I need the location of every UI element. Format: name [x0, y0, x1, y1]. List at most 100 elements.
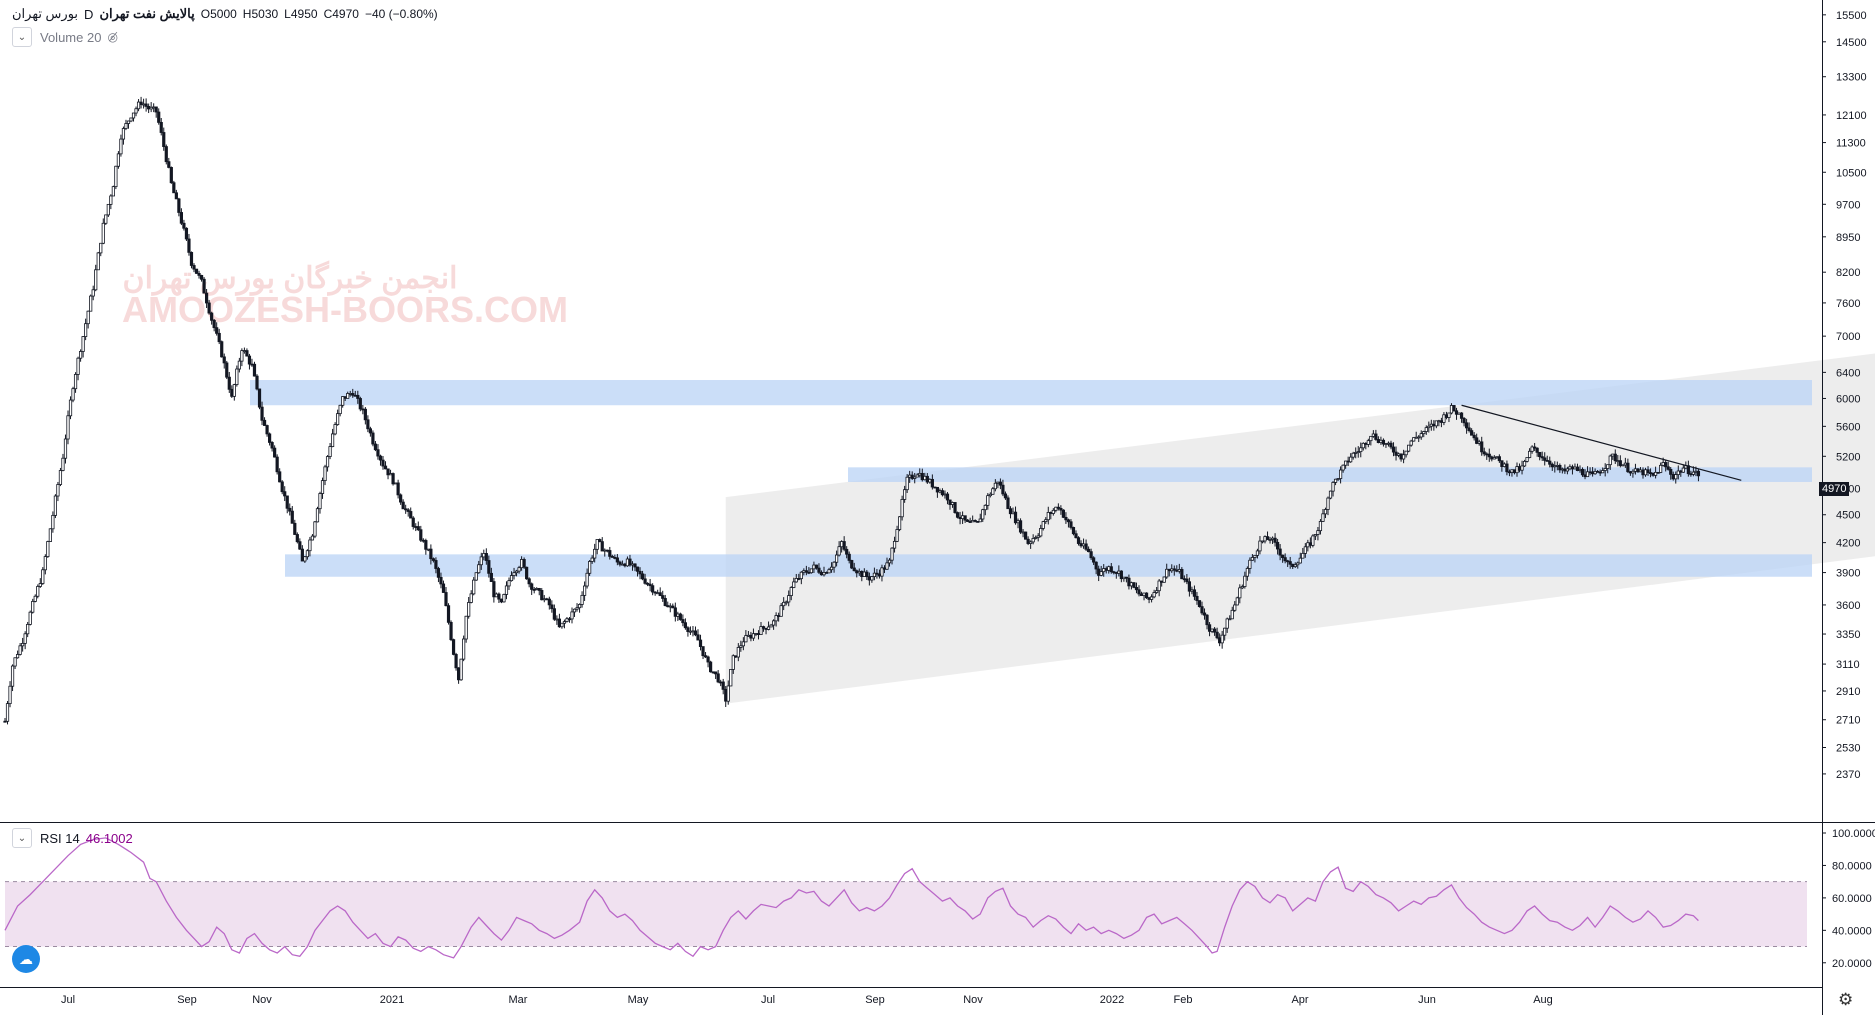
x-tick-label: Mar [509, 994, 528, 1006]
candle-body [237, 360, 241, 370]
candle-body [1694, 470, 1698, 473]
candle-body [419, 529, 423, 541]
candle-body [837, 546, 841, 556]
trendline[interactable] [1461, 404, 1742, 481]
candle-body [983, 504, 987, 511]
candle-body [1371, 433, 1375, 437]
candle-body [184, 227, 189, 240]
candle-body [467, 602, 471, 617]
candle-body [766, 626, 771, 630]
candle-body [1583, 474, 1587, 478]
candle-body [1661, 462, 1665, 466]
candle-body [454, 654, 458, 669]
y-tick-label: 8200 [1836, 267, 1860, 279]
candle-body [1437, 420, 1441, 423]
candle-body [336, 413, 340, 425]
candle-body [885, 562, 889, 570]
candle-body [1442, 414, 1446, 423]
high-label: H [242, 7, 252, 21]
y-tick-label: 12100 [1836, 110, 1867, 122]
candle-body [225, 362, 229, 378]
y-tick-label: 3600 [1836, 600, 1860, 612]
candle-body [288, 507, 292, 512]
candle-body [308, 539, 312, 552]
candle-body [1276, 541, 1280, 550]
candle-body [1079, 543, 1083, 547]
candle-body [1323, 509, 1328, 515]
candle-body [908, 474, 912, 478]
candle-body [1137, 589, 1141, 595]
candle-body [1631, 470, 1635, 474]
rsi-tick-label: 100.0000 [1832, 828, 1875, 840]
candle-body [1253, 554, 1257, 558]
candle-body [207, 302, 211, 314]
x-tick-label: Nov [252, 994, 272, 1006]
candle-body [79, 351, 83, 359]
candle-body [872, 572, 877, 578]
candle-body [953, 502, 957, 513]
candle-body [653, 591, 657, 594]
candle-body [1570, 466, 1575, 470]
candle-body [1502, 463, 1506, 467]
candle-body [809, 568, 814, 574]
candle-body [1003, 493, 1008, 499]
candle-body [814, 564, 819, 569]
candle-body [1628, 471, 1632, 474]
candle-body [197, 273, 201, 276]
collapse-volume-button[interactable]: ⌄ [12, 27, 32, 47]
candle-body [1107, 566, 1111, 571]
candle-body [1225, 618, 1229, 629]
candle-body [202, 278, 206, 294]
candle-body [724, 688, 728, 702]
eye-hidden-icon[interactable]: ◎̸ [107, 30, 118, 44]
candle-body [33, 595, 37, 602]
candle-body [1356, 451, 1360, 454]
gear-icon[interactable]: ⚙ [1838, 990, 1854, 1009]
candle-body [5, 703, 10, 722]
candle-body [905, 476, 909, 491]
candle-body [58, 470, 63, 485]
candle-body [53, 495, 58, 516]
candle-body [152, 106, 156, 109]
candle-body [194, 268, 199, 274]
candle-body [366, 419, 370, 430]
candle-body [164, 146, 168, 163]
candle-body [1364, 442, 1368, 445]
candle-body [1517, 466, 1522, 471]
candle-body [812, 564, 816, 570]
candle-body [792, 581, 796, 588]
candle-body [441, 583, 446, 593]
candle-body [1006, 497, 1010, 510]
candle-body [1192, 589, 1197, 597]
candle-body [1679, 470, 1683, 473]
collapse-rsi-button[interactable]: ⌄ [12, 828, 32, 848]
candle-body [1596, 470, 1600, 473]
candle-body [1233, 604, 1237, 611]
candle-body [1613, 453, 1617, 462]
candle-body [1449, 405, 1454, 414]
candle-body [487, 560, 491, 574]
candle-body [663, 598, 667, 606]
candle-body [583, 585, 587, 596]
candle-body [517, 567, 521, 572]
candle-body [1281, 554, 1285, 559]
candle-body [1172, 568, 1176, 571]
candle-body [1074, 533, 1078, 539]
candle-body [1366, 440, 1370, 445]
candle-body [880, 567, 884, 577]
candle-body [1283, 557, 1287, 562]
candle-body [436, 568, 441, 578]
symbol-name[interactable]: پالایش نفت تهران [99, 6, 195, 21]
candle-body [1152, 592, 1156, 598]
candle-body [512, 572, 516, 576]
y-tick-label: 7600 [1836, 298, 1860, 310]
cloud-logo-icon[interactable]: ☁ [12, 945, 40, 973]
candle-body [1535, 447, 1539, 453]
candle-body [1482, 451, 1486, 455]
candle-body [1291, 563, 1295, 568]
candle-body [1601, 470, 1605, 474]
candle-body [94, 269, 98, 291]
candle-body [1419, 433, 1423, 438]
